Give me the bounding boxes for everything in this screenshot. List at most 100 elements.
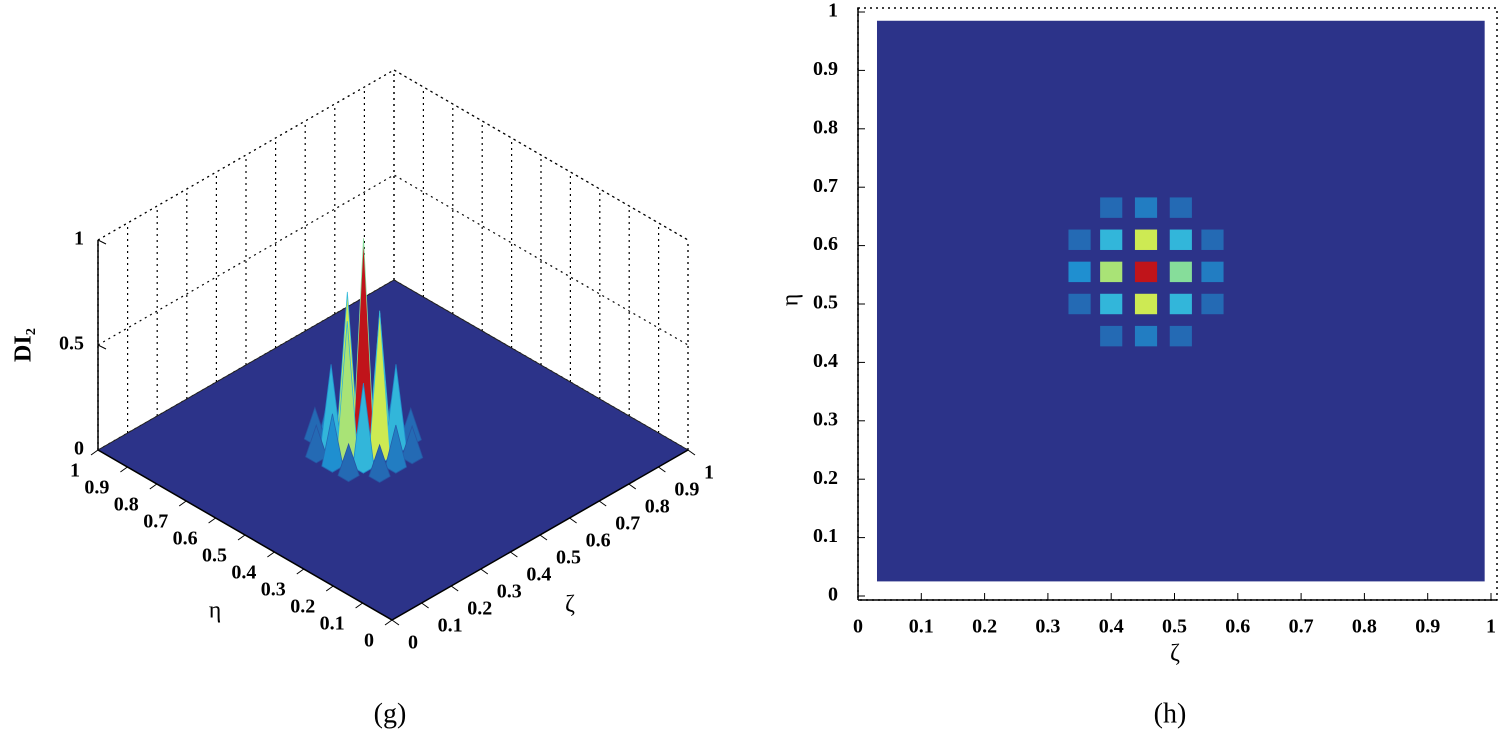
x-tick-label: 0.9: [674, 479, 699, 501]
y-tick-label: 0.6: [813, 233, 838, 255]
x-tick-label: 0.2: [972, 616, 997, 638]
x-tick-label: 0.6: [1225, 616, 1250, 638]
y-tick-label: 1: [828, 0, 838, 22]
x-tick-label: 0: [853, 616, 863, 638]
y-tick-label: 0.5: [202, 545, 227, 567]
tick-mark: [384, 619, 393, 626]
x-tick-label: 0.7: [615, 513, 640, 535]
x-tick-label: 0.8: [645, 496, 670, 518]
y-tick-label: 1: [70, 460, 80, 482]
x-tick-label: 0.1: [438, 615, 463, 637]
tick-mark: [325, 585, 334, 592]
axis-label: ζ: [1170, 641, 1180, 667]
tick-mark: [267, 551, 275, 558]
z-tick-label: 1: [74, 228, 84, 250]
tick-mark: [97, 239, 107, 245]
tick-mark: [90, 449, 99, 456]
tick-mark: [628, 483, 637, 490]
y-tick-label: 0.7: [813, 175, 838, 197]
tick-mark: [687, 449, 696, 456]
heat-cell: [1169, 229, 1192, 250]
y-tick-label: 0.3: [813, 408, 838, 430]
y-tick-label: 0.2: [813, 467, 838, 489]
tick-mark: [598, 500, 607, 507]
surface-peak: [368, 443, 391, 483]
heat-cell: [1201, 229, 1224, 250]
tick-mark: [421, 602, 429, 609]
heat-cell: [1100, 261, 1123, 283]
x-tick-label: 0.5: [556, 547, 581, 569]
heat-cell: [1100, 229, 1123, 250]
x-tick-label: 0.3: [497, 581, 522, 603]
tick-mark: [237, 534, 246, 541]
x-tick-label: 1: [704, 462, 714, 484]
tick-mark: [355, 602, 363, 609]
x-tick-label: 0.8: [1352, 616, 1377, 638]
y-tick-label: 0.3: [261, 579, 286, 601]
tick-mark: [658, 466, 666, 473]
tick-mark: [178, 500, 187, 507]
y-tick-label: 0.1: [813, 525, 838, 547]
surface-peak: [337, 442, 360, 483]
tick-mark: [149, 483, 158, 490]
tick-mark: [569, 517, 577, 524]
heat-cell: [1201, 293, 1224, 315]
tick-mark: [510, 551, 518, 558]
tick-mark: [97, 344, 107, 350]
axis-label: η: [209, 598, 222, 624]
z-tick-label: 0: [74, 438, 84, 460]
y-tick-label: 0.4: [813, 350, 838, 372]
heat-cell: [1201, 261, 1224, 283]
y-tick-label: 0.5: [813, 292, 838, 314]
x-tick-label: 0.2: [467, 598, 492, 620]
axis-label: DI₂: [11, 328, 37, 362]
heat-cell: [1169, 197, 1192, 218]
surface-peak: [384, 424, 407, 474]
tick-mark: [391, 619, 400, 626]
heat-cell: [1100, 197, 1123, 218]
x-tick-label: 0.5: [1162, 616, 1187, 638]
y-tick-label: 0.7: [143, 511, 168, 533]
heat-cell: [1169, 293, 1192, 315]
x-tick-label: 0.9: [1415, 616, 1440, 638]
x-tick-label: 0.6: [586, 530, 611, 552]
caption: (g): [374, 698, 407, 729]
surface-peak: [401, 424, 424, 465]
tick-mark: [208, 517, 216, 524]
x-tick-label: 0.1: [909, 616, 934, 638]
y-tick-label: 0.9: [84, 477, 109, 499]
y-tick-label: 0.8: [813, 116, 838, 138]
tick-mark: [296, 568, 305, 575]
heat-cell: [1134, 261, 1158, 283]
heat-cell: [1100, 325, 1123, 347]
heat-cell: [1169, 325, 1192, 347]
y-tick-label: 0.6: [173, 528, 198, 550]
heat-cell: [1068, 261, 1091, 283]
y-tick-label: 0.2: [290, 596, 315, 618]
z-tick-label: 0.5: [59, 333, 84, 355]
heat-cell: [1134, 197, 1158, 218]
heat-cell: [1134, 325, 1158, 347]
x-tick-label: 0.4: [526, 564, 551, 586]
x-tick-label: 0.4: [1099, 616, 1124, 638]
heat-cell: [1134, 229, 1158, 250]
x-tick-label: 0: [408, 632, 418, 654]
heat-cell: [1134, 293, 1158, 315]
heat-cell: [1169, 261, 1192, 283]
y-tick-label: 0.8: [114, 494, 139, 516]
tick-mark: [480, 568, 489, 575]
heat-cell: [1068, 293, 1091, 315]
y-tick-label: 0.1: [320, 613, 345, 635]
y-tick-label: 0: [828, 584, 838, 606]
y-tick-label: 0: [364, 630, 374, 652]
grid-line: [97, 69, 689, 241]
x-tick-label: 0.7: [1289, 616, 1314, 638]
tick-mark: [539, 534, 548, 541]
x-tick-label: 0.3: [1035, 616, 1060, 638]
tick-mark: [120, 466, 128, 473]
x-tick-label: 1: [1486, 616, 1496, 638]
axis-label: ζ: [565, 592, 575, 618]
heat-cell: [1100, 293, 1123, 315]
tick-mark: [450, 585, 459, 592]
heat-cell: [1068, 229, 1091, 250]
